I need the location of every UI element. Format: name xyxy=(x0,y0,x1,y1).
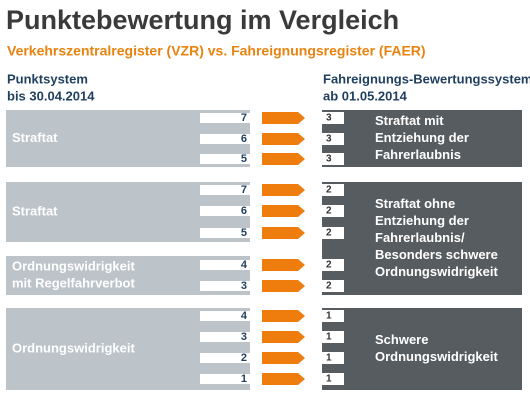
row-notch xyxy=(200,332,252,342)
new-category-label: Straftat ohne xyxy=(375,196,455,211)
old-category-label: Ordnungswidrigkeit xyxy=(12,340,135,355)
new-points-box xyxy=(322,310,344,322)
new-points-box xyxy=(322,133,344,145)
new-points: 2 xyxy=(326,260,332,271)
old-points: 3 xyxy=(241,280,247,292)
old-category-label: Ordnungswidrigkeit xyxy=(12,258,135,273)
new-category-label: Besonders schwere xyxy=(375,247,498,262)
new-points-box xyxy=(322,184,344,196)
arrow xyxy=(262,310,305,322)
arrow xyxy=(262,280,305,292)
new-points: 1 xyxy=(326,374,332,385)
new-points: 1 xyxy=(326,311,332,322)
old-category-label: Straftat xyxy=(12,130,58,145)
new-points: 3 xyxy=(326,154,332,165)
left-header: Punktsystem xyxy=(7,71,88,86)
arrow xyxy=(262,373,305,385)
new-points-box xyxy=(322,153,344,165)
new-points-box xyxy=(322,259,344,271)
old-points: 5 xyxy=(241,227,247,239)
new-category-label: Entziehung der xyxy=(375,130,469,145)
new-points-box xyxy=(322,205,344,217)
arrow xyxy=(262,112,305,124)
new-points: 3 xyxy=(326,113,332,124)
right-header: Fahreignungs-Bewertungssystem xyxy=(323,71,530,86)
row-notch xyxy=(200,134,252,144)
arrow xyxy=(262,352,305,364)
new-points-box xyxy=(322,352,344,364)
row-notch xyxy=(200,374,252,384)
old-category-label: mit Regelfahrverbot xyxy=(12,275,135,290)
old-points: 5 xyxy=(241,153,247,165)
new-category-block xyxy=(322,308,522,390)
row-notch xyxy=(200,154,252,164)
new-category-block xyxy=(322,110,522,167)
old-points: 1 xyxy=(241,373,247,385)
old-points: 4 xyxy=(241,259,248,271)
row-notch xyxy=(200,206,252,216)
new-points-box xyxy=(322,280,344,292)
row-notch xyxy=(200,113,252,123)
new-category-label: Fahrerlaubnis/ xyxy=(375,230,465,245)
row-notch xyxy=(200,311,252,321)
arrow xyxy=(262,331,305,343)
new-points-box xyxy=(322,227,344,239)
new-points: 2 xyxy=(326,206,332,217)
row-notch xyxy=(200,353,252,363)
new-points-box xyxy=(322,373,344,385)
old-category-label: Straftat xyxy=(12,203,58,218)
new-category-block xyxy=(322,182,522,295)
title: Punktebewertung im Vergleich xyxy=(6,5,399,35)
arrow xyxy=(262,184,305,196)
new-category-label: Ordnungswidrigkeit xyxy=(375,349,498,364)
old-points: 6 xyxy=(241,133,247,145)
new-category-label: Entziehung der xyxy=(375,213,469,228)
new-points: 2 xyxy=(326,281,332,292)
row-notch xyxy=(200,281,252,291)
new-points: 1 xyxy=(326,353,332,364)
old-points: 2 xyxy=(241,352,247,364)
old-points: 6 xyxy=(241,205,247,217)
subtitle: Verkehrszentralregister (VZR) vs. Fahrei… xyxy=(7,43,426,59)
old-points: 7 xyxy=(241,112,247,124)
new-points: 3 xyxy=(326,134,332,145)
new-points: 1 xyxy=(326,332,332,343)
new-category-label: Straftat mit xyxy=(375,113,444,128)
new-category-label: Fahrerlaubnis xyxy=(375,147,461,162)
right-date: ab 01.05.2014 xyxy=(323,88,408,103)
arrow xyxy=(262,153,305,165)
new-category-label: Ordnungswidrigkeit xyxy=(375,264,498,279)
left-date: bis 30.04.2014 xyxy=(7,88,95,103)
new-category-label: Schwere xyxy=(375,332,428,347)
arrow xyxy=(262,227,305,239)
new-points-box xyxy=(322,331,344,343)
arrow xyxy=(262,259,305,271)
arrow xyxy=(262,205,305,217)
new-points: 2 xyxy=(326,185,332,196)
old-points: 7 xyxy=(241,184,247,196)
row-notch xyxy=(200,185,252,195)
new-points: 2 xyxy=(326,228,332,239)
old-points: 3 xyxy=(241,331,247,343)
arrow xyxy=(262,133,305,145)
row-notch xyxy=(200,260,252,270)
new-points-box xyxy=(322,112,344,124)
row-notch xyxy=(200,228,252,238)
old-points: 4 xyxy=(241,310,248,322)
